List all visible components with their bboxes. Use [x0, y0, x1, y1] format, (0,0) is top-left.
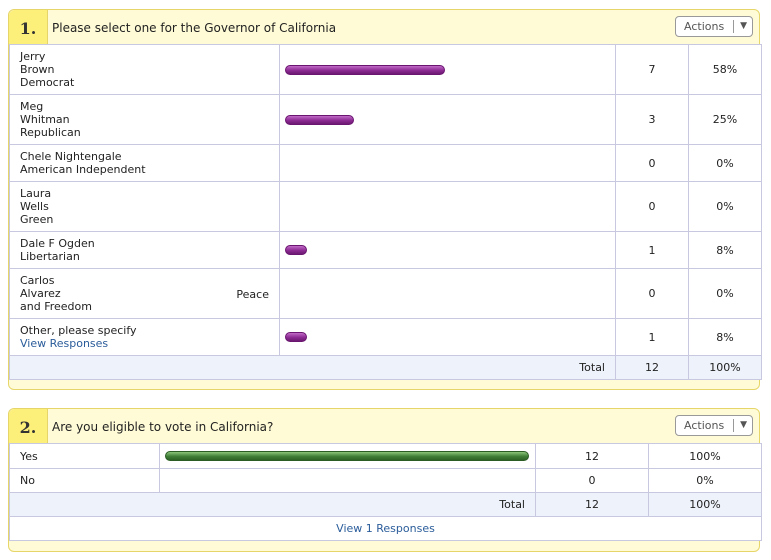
question-number: 2.: [9, 409, 48, 443]
bar-cell: [279, 94, 616, 145]
total-count: 12: [535, 492, 649, 517]
chevron-down-icon: ▼: [740, 21, 747, 31]
option-label: Other, please specify View Responses: [9, 318, 280, 356]
total-percent: 100%: [648, 492, 762, 517]
response-percent: 58%: [688, 44, 762, 95]
table-row: Meg Whitman Republican 3 25%: [9, 94, 762, 145]
question-text: Are you eligible to vote in California?: [52, 420, 274, 434]
total-row: Total 12 100%: [9, 355, 762, 380]
table-row: Other, please specify View Responses 1 8…: [9, 318, 762, 356]
option-line: Brown: [20, 63, 55, 76]
response-percent: 0%: [688, 268, 762, 319]
response-percent: 100%: [648, 443, 762, 469]
result-bar: [285, 114, 354, 125]
option-label: Dale F Ogden Libertarian: [9, 231, 280, 269]
result-bar: [285, 332, 307, 342]
total-label: Total: [9, 492, 536, 517]
option-line: Carlos: [20, 274, 55, 287]
question-1-panel: 1. Please select one for the Governor of…: [8, 9, 762, 390]
actions-dropdown[interactable]: Actions ▼: [675, 16, 753, 37]
bar-cell: [159, 468, 536, 493]
actions-label: Actions: [684, 20, 725, 33]
option-label: Jerry Brown Democrat: [9, 44, 280, 95]
results-table: Jerry Brown Democrat 7 58% Meg Whitman R…: [9, 44, 762, 380]
response-percent: 25%: [688, 94, 762, 145]
option-label: No: [9, 468, 160, 493]
option-label: Carlos Alvarez and Freedom Peace: [9, 268, 280, 319]
question-text: Please select one for the Governor of Ca…: [52, 21, 337, 35]
option-line: Libertarian: [20, 250, 80, 263]
total-label: Total: [9, 355, 616, 380]
response-percent: 0%: [688, 144, 762, 182]
response-count: 1: [615, 231, 689, 269]
response-count: 12: [535, 443, 649, 469]
view-responses-link[interactable]: View 1 Responses: [336, 522, 435, 535]
footer-cell: View 1 Responses: [9, 516, 762, 541]
option-line: Democrat: [20, 76, 75, 89]
option-line: Jerry: [20, 50, 46, 63]
result-bar: [285, 245, 307, 255]
option-line: Republican: [20, 126, 81, 139]
table-row: Carlos Alvarez and Freedom Peace 0 0%: [9, 268, 762, 319]
actions-divider: [733, 20, 734, 33]
chevron-down-icon: ▼: [740, 420, 747, 430]
option-label: Yes: [9, 443, 160, 469]
option-line: Other, please specify: [20, 324, 137, 337]
response-count: 1: [615, 318, 689, 356]
bar-cell: [279, 318, 616, 356]
total-count: 12: [615, 355, 689, 380]
option-label: Meg Whitman Republican: [9, 94, 280, 145]
question-2-header: 2. Are you eligible to vote in Californi…: [9, 409, 759, 443]
bar-cell: [279, 44, 616, 95]
response-count: 3: [615, 94, 689, 145]
response-percent: 0%: [648, 468, 762, 493]
bar-cell: [159, 443, 536, 469]
option-line: Green: [20, 213, 54, 226]
response-count: 0: [615, 268, 689, 319]
option-line: Laura: [20, 187, 52, 200]
bar-cell: [279, 231, 616, 269]
response-percent: 0%: [688, 181, 762, 232]
total-row: Total 12 100%: [9, 492, 762, 517]
total-percent: 100%: [688, 355, 762, 380]
bar-cell: [279, 144, 616, 182]
footer-row: View 1 Responses: [9, 516, 762, 541]
table-row: Dale F Ogden Libertarian 1 8%: [9, 231, 762, 269]
view-responses-link[interactable]: View Responses: [20, 337, 109, 350]
response-count: 0: [615, 144, 689, 182]
option-line: Meg: [20, 100, 44, 113]
actions-dropdown[interactable]: Actions ▼: [675, 415, 753, 436]
option-line: American Independent: [20, 163, 146, 176]
response-percent: 8%: [688, 318, 762, 356]
option-line: and Freedom: [20, 300, 92, 313]
table-row: No 0 0%: [9, 468, 762, 493]
actions-divider: [733, 419, 734, 432]
option-line: Dale F Ogden: [20, 237, 95, 250]
table-row: Chele Nightengale American Independent 0…: [9, 144, 762, 182]
table-row: Jerry Brown Democrat 7 58%: [9, 44, 762, 95]
result-bar: [165, 451, 529, 461]
bar-cell: [279, 268, 616, 319]
option-line: Whitman: [20, 113, 70, 126]
bar-cell: [279, 181, 616, 232]
option-line: Peace: [236, 287, 269, 301]
response-count: 0: [615, 181, 689, 232]
question-2-panel: 2. Are you eligible to vote in Californi…: [8, 408, 762, 552]
response-count: 7: [615, 44, 689, 95]
response-percent: 8%: [688, 231, 762, 269]
option-line: Chele Nightengale: [20, 150, 122, 163]
option-label: Chele Nightengale American Independent: [9, 144, 280, 182]
result-bar: [285, 64, 445, 75]
option-label: Laura Wells Green: [9, 181, 280, 232]
response-count: 0: [535, 468, 649, 493]
question-1-header: 1. Please select one for the Governor of…: [9, 10, 759, 44]
option-line: Wells: [20, 200, 49, 213]
results-table: Yes 12 100% No 0 0% Total 12 100% View 1…: [9, 443, 762, 541]
table-row: Laura Wells Green 0 0%: [9, 181, 762, 232]
actions-label: Actions: [684, 419, 725, 432]
table-row: Yes 12 100%: [9, 443, 762, 469]
question-number: 1.: [9, 10, 48, 44]
option-line: Alvarez: [20, 287, 61, 300]
